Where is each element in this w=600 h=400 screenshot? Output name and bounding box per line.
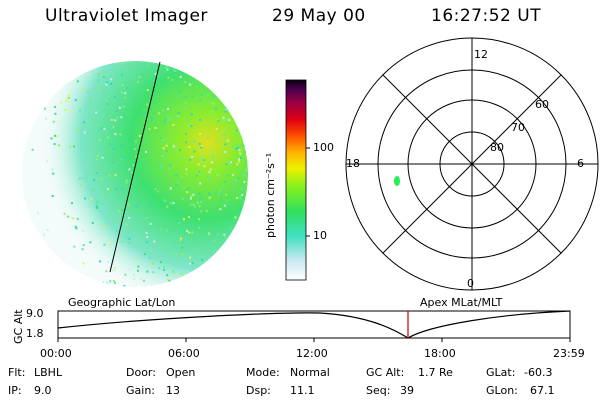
color-scale-bar [285, 79, 307, 281]
x-tick-1200: 12:00 [296, 347, 328, 360]
status-gcalt-value: 1.7 Re [418, 366, 453, 379]
altitude-timeline [57, 310, 571, 342]
status-ip-value: 9.0 [34, 384, 52, 397]
status-mode-label: Mode: [246, 366, 280, 379]
status-ip-label: IP: [8, 384, 22, 397]
x-tick-2359: 23:59 [553, 347, 585, 360]
polar-plot [345, 37, 599, 291]
mlt-label-0: 0 [467, 277, 474, 290]
colorbar-unit-label: photon cm⁻²s⁻¹ [264, 152, 277, 238]
x-tick-1800: 18:00 [424, 347, 456, 360]
x-tick-0000: 00:00 [40, 347, 72, 360]
status-door-label: Door: [126, 366, 156, 379]
timeline-left-title: Geographic Lat/Lon [68, 296, 176, 309]
colorbar-tick-10: 10 [313, 229, 327, 242]
status-door-value: Open [166, 366, 196, 379]
lat-label-70: 70 [511, 121, 525, 134]
y-tick-9: 9.0 [26, 307, 44, 320]
status-glon-value: 67.1 [530, 384, 555, 397]
instrument-title: Ultraviolet Imager [45, 6, 208, 26]
time-label: 16:27:52 UT [431, 6, 542, 26]
timeline-right-title: Apex MLat/MLT [420, 296, 503, 309]
status-flt-label: Flt: [8, 366, 26, 379]
status-glat-value: -60.3 [524, 366, 553, 379]
x-tick-0600: 06:00 [168, 347, 200, 360]
altitude-curve [57, 310, 571, 339]
status-dsp-value: 11.1 [290, 384, 315, 397]
uv-earth-image [22, 61, 248, 287]
status-gcalt-label: GC Alt: [366, 366, 405, 379]
terminator-line [109, 61, 161, 273]
status-seq-value: 39 [400, 384, 414, 397]
status-flt-value: LBHL [34, 366, 63, 379]
status-dsp-label: Dsp: [246, 384, 271, 397]
colorbar-tick-100: 100 [313, 141, 334, 154]
aurora-spot [394, 176, 400, 186]
mlt-label-12: 12 [474, 48, 488, 61]
status-seq-label: Seq: [366, 384, 391, 397]
date-label: 29 May 00 [272, 6, 366, 26]
status-gain-label: Gain: [126, 384, 155, 397]
lat-label-60: 60 [535, 98, 549, 111]
lat-label-80: 80 [490, 141, 504, 154]
timeline-y-label: GC Alt [12, 309, 25, 344]
status-glat-label: GLat: [486, 366, 516, 379]
mlt-label-18: 18 [346, 157, 360, 170]
status-gain-value: 13 [166, 384, 180, 397]
y-tick-1: 1.8 [26, 327, 44, 340]
status-glon-label: GLon: [486, 384, 518, 397]
mlt-label-6: 6 [577, 157, 584, 170]
status-mode-value: Normal [290, 366, 330, 379]
